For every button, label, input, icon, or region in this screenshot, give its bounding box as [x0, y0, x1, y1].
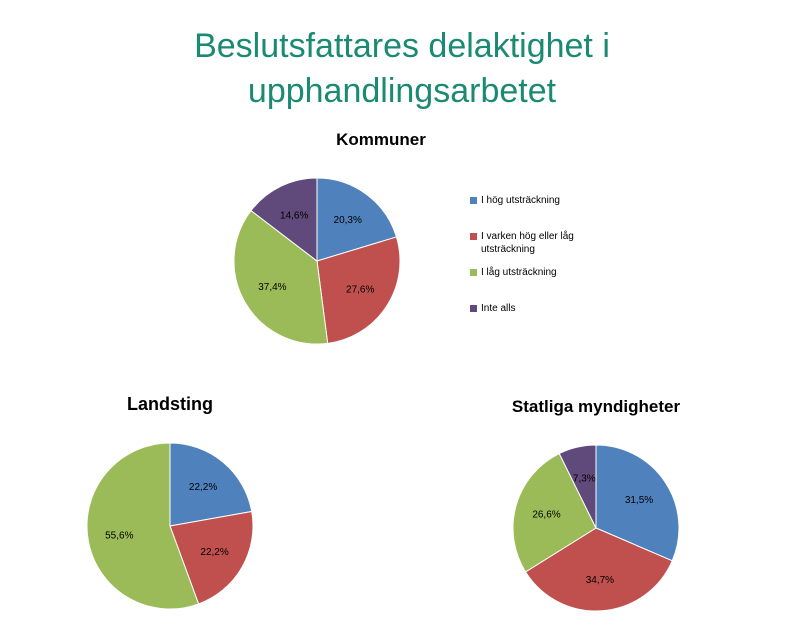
chart-title-statliga-myndigheter: Statliga myndigheter: [512, 397, 681, 416]
slide-title-line1: Beslutsfattares delaktighet i: [194, 27, 610, 65]
legend-swatch: [470, 269, 477, 276]
slice-data-label: 7,3%: [573, 473, 596, 484]
legend-label: I hög utsträckning: [481, 195, 560, 206]
legend-label: I varken hög eller låg utsträckning: [481, 231, 574, 255]
legend-item-varken: I varken hög eller låg utsträckning: [470, 230, 610, 256]
pie-statliga-myndigheter: 31,5% 34,7% 26,6% 7,3%: [512, 444, 680, 612]
chart-title-landsting: Landsting: [127, 394, 213, 414]
legend-swatch: [470, 305, 477, 312]
pie-slice: [558, 444, 597, 529]
slice-data-label: 20,3%: [334, 215, 362, 226]
legend-label: Inte alls: [481, 303, 516, 314]
pie-slice: [316, 236, 401, 344]
pie-slice: [233, 209, 329, 345]
pie-landsting: 22,2% 22,2% 55,6%: [86, 442, 254, 610]
pie-slice: [169, 442, 253, 527]
pie-slice: [316, 177, 398, 262]
pie-slice: [86, 442, 200, 610]
legend-swatch: [470, 197, 477, 204]
slice-data-label: 27,6%: [346, 284, 374, 295]
legend-swatch: [470, 233, 477, 240]
slice-data-label: 26,6%: [532, 509, 560, 520]
chart-title-kommuner: Kommuner: [336, 130, 426, 149]
slice-data-label: 22,2%: [189, 482, 217, 493]
pie-slice: [512, 452, 597, 573]
slice-data-label: 22,2%: [200, 547, 228, 558]
legend-label: I låg utsträckning: [481, 267, 557, 278]
pie-slice: [595, 444, 680, 562]
slice-data-label: 37,4%: [258, 282, 286, 293]
slice-data-label: 34,7%: [586, 575, 614, 586]
pie-kommuner: 20,3% 27,6% 37,4% 14,6%: [233, 177, 401, 345]
slice-data-label: 55,6%: [105, 531, 133, 542]
slice-data-label: 31,5%: [625, 495, 653, 506]
slide-title: Beslutsfattares delaktighet i upphandlin…: [0, 24, 804, 114]
pie-slice: [524, 527, 673, 612]
pie-slice: [169, 510, 254, 605]
slide-title-line2: upphandlingsarbetet: [247, 72, 557, 110]
pie-slice: [250, 177, 318, 263]
legend-item-lag: I låg utsträckning: [470, 266, 610, 279]
legend-item-inte: Inte alls: [470, 302, 610, 315]
slice-data-label: 14,6%: [280, 210, 308, 221]
legend-item-hog: I hög utsträckning: [470, 194, 610, 207]
